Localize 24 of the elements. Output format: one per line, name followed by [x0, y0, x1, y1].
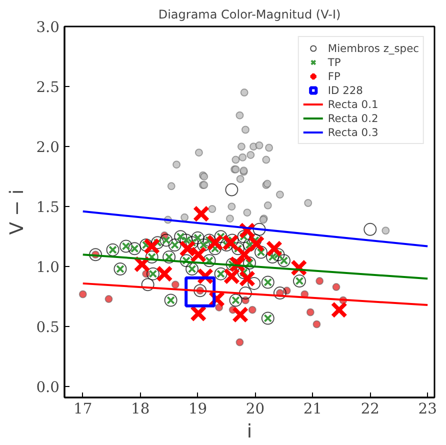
y-axis-title: V − i [7, 189, 28, 235]
x-tick-label: 23 [418, 400, 437, 418]
x-tick-label: 22 [360, 400, 380, 418]
y-tick-label: 0.0 [36, 379, 60, 396]
x-tick-label: 19 [188, 400, 208, 418]
legend-label: Miembros z_spec [328, 41, 419, 55]
x-tick-label: 18 [131, 400, 150, 418]
y-tick-label: 0.5 [36, 319, 60, 336]
legend-label: FP [328, 69, 342, 83]
x-tick-label: 17 [74, 400, 92, 418]
legend-label: ID 228 [328, 83, 363, 97]
y-tick-label: 1.0 [36, 259, 60, 276]
chart-title: Diagrama Color-Magnitud (V-I) [158, 8, 341, 22]
legend-label: Recta 0.1 [328, 97, 378, 111]
y-tick-label: 1.5 [36, 199, 60, 216]
y-tick-label: 2.5 [36, 79, 60, 96]
legend-label: Recta 0.3 [328, 125, 378, 139]
y-tick-label: 2.0 [36, 139, 60, 156]
legend-label: TP [328, 55, 342, 69]
x-tick-label: 21 [303, 400, 322, 418]
legend-label: Recta 0.2 [328, 111, 378, 125]
y-tick-label: 3.0 [36, 19, 60, 36]
x-axis-title: i [246, 422, 252, 442]
x-tick-label: 20 [246, 400, 265, 418]
